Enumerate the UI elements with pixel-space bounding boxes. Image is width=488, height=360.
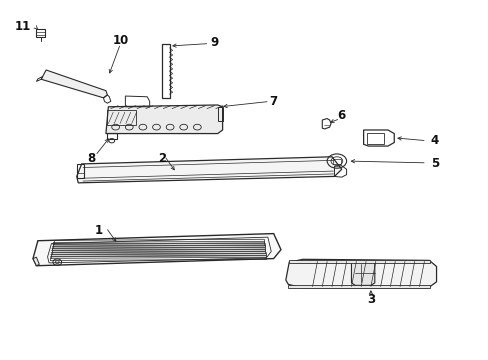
Bar [366, 133, 383, 144]
Polygon shape [77, 157, 341, 183]
Text: 6: 6 [337, 109, 345, 122]
Bar [162, 44, 169, 98]
Text: 4: 4 [430, 134, 438, 147]
Text: 3: 3 [366, 293, 374, 306]
Text: 5: 5 [430, 157, 438, 170]
Polygon shape [285, 259, 436, 288]
Bar [107, 111, 136, 125]
Text: 10: 10 [112, 34, 128, 47]
Bar [287, 285, 429, 288]
Text: 7: 7 [269, 95, 277, 108]
Text: 11: 11 [14, 20, 30, 33]
Text: 1: 1 [94, 224, 102, 237]
Polygon shape [41, 70, 107, 98]
Polygon shape [33, 234, 281, 266]
Bar [288, 260, 429, 263]
Bar [77, 164, 83, 178]
Polygon shape [33, 257, 39, 266]
Polygon shape [351, 261, 374, 285]
Text: 8: 8 [87, 152, 95, 165]
Bar [107, 133, 116, 139]
Text: 2: 2 [158, 152, 165, 165]
Bar [36, 29, 45, 37]
Polygon shape [106, 105, 222, 134]
Bar [332, 158, 341, 164]
Text: 9: 9 [210, 36, 218, 49]
